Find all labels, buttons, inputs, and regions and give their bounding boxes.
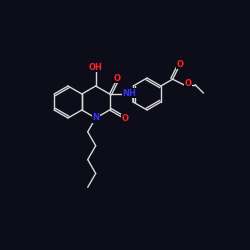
Text: OH: OH: [89, 63, 103, 72]
Text: O: O: [177, 60, 184, 69]
Text: O: O: [184, 80, 192, 88]
Text: N: N: [92, 114, 99, 122]
Text: O: O: [121, 114, 128, 123]
Text: NH: NH: [122, 88, 136, 98]
Text: O: O: [114, 74, 121, 83]
